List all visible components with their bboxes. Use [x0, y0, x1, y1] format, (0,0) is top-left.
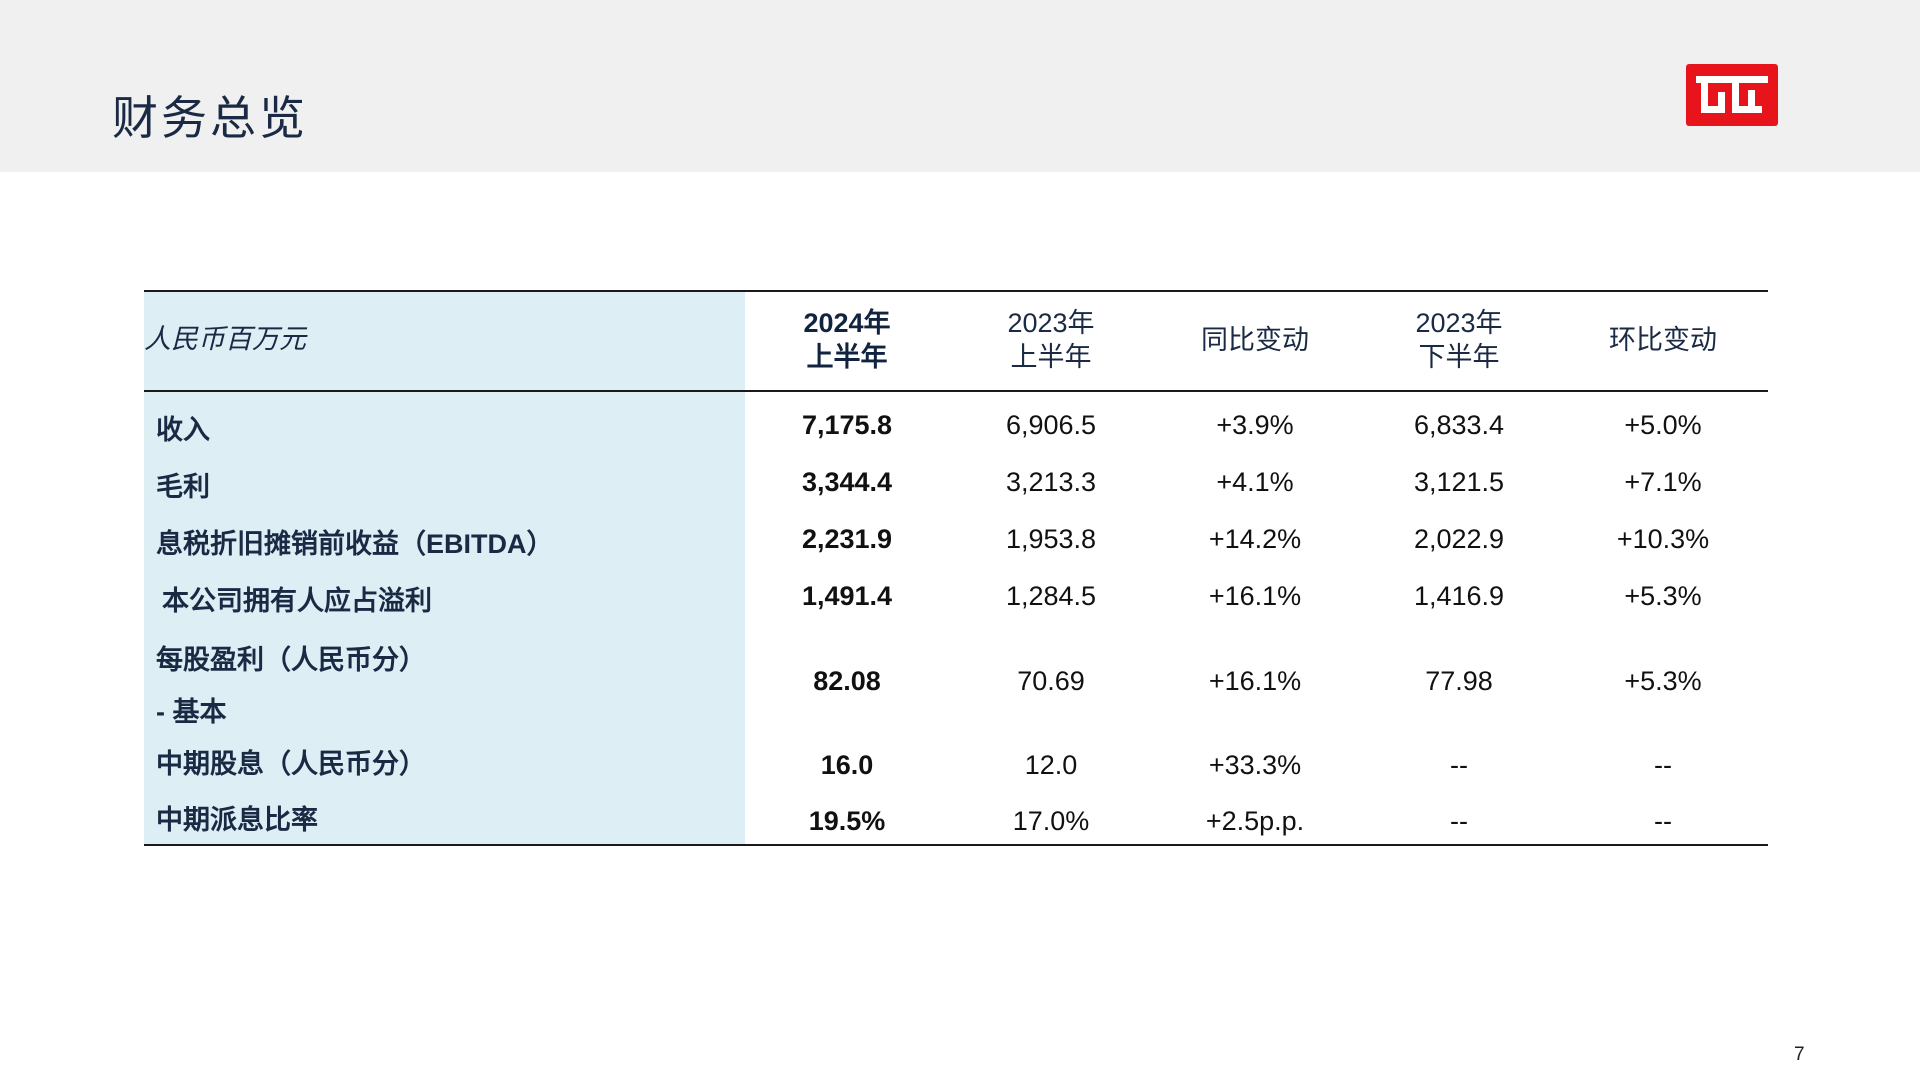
company-logo: [1686, 64, 1778, 126]
table-top-rule: [144, 290, 1768, 292]
cell-yoy-change: +2.5p.p.: [1205, 806, 1305, 836]
unit-label: 人民币百万元: [144, 324, 306, 355]
cell-2023-h2: 77.98: [1425, 666, 1493, 696]
table-row-interim-payout-ratio: 中期派息比率 19.5% 17.0% +2.5p.p. -- --: [144, 792, 1768, 842]
column-header-hoh-change: 环比变动: [1561, 304, 1765, 376]
column-header-line2: 下半年: [1418, 342, 1500, 372]
table-row-ebitda: 息税折旧摊销前收益（EBITDA） 2,231.9 1,953.8 +14.2%…: [144, 514, 1768, 562]
row-label: 息税折旧摊销前收益（EBITDA）: [156, 529, 554, 559]
cell-2024-h1: 16.0: [820, 750, 874, 780]
cell-2023-h2: 1,416.9: [1413, 581, 1505, 611]
column-header-line1: 2023年: [1415, 308, 1503, 338]
table-bottom-rule: [144, 844, 1768, 846]
cell-hoh-change: +10.3%: [1616, 524, 1710, 554]
column-header-2023-h2: 2023年 下半年: [1357, 304, 1561, 376]
table-row-profit-attributable: 本公司拥有人应占溢利 1,491.4 1,284.5 +16.1% 1,416.…: [144, 571, 1768, 619]
row-sublabel: - 基本: [156, 697, 227, 727]
cell-yoy-change: +16.1%: [1208, 666, 1302, 696]
row-label: 中期派息比率: [156, 805, 318, 835]
column-header-line2: 上半年: [806, 342, 888, 372]
column-header-line1: 同比变动: [1201, 325, 1309, 355]
page-title: 财务总览: [112, 91, 308, 145]
cell-2024-h1: 19.5%: [808, 806, 886, 836]
table-row-interim-dividend: 中期股息（人民币分） 16.0 12.0 +33.3% -- --: [144, 736, 1768, 788]
table-row-eps-basic: 每股盈利（人民币分） - 基本 82.08 70.69 +16.1% 77.98…: [144, 630, 1768, 734]
table-header-rule: [144, 390, 1768, 392]
cell-yoy-change: +16.1%: [1208, 581, 1302, 611]
cell-2024-h1: 1,491.4: [801, 581, 893, 611]
page-number: 7: [1794, 1044, 1805, 1065]
cell-2023-h2: --: [1450, 750, 1468, 780]
cell-2023-h2: 2,022.9: [1413, 524, 1505, 554]
cell-hoh-change: +5.3%: [1624, 666, 1702, 696]
cell-2023-h1: 3,213.3: [1005, 467, 1097, 497]
cell-hoh-change: +7.1%: [1624, 467, 1702, 497]
cell-2023-h1: 1,284.5: [1005, 581, 1097, 611]
column-header-2023-h1: 2023年 上半年: [949, 304, 1153, 376]
cell-2023-h1: 1,953.8: [1005, 524, 1097, 554]
cell-2023-h2: --: [1450, 806, 1468, 836]
label-column-background: [144, 290, 745, 846]
header-band: [0, 0, 1920, 172]
cell-2024-h1: 3,344.4: [801, 467, 893, 497]
cell-yoy-change: +14.2%: [1208, 524, 1302, 554]
row-label: 毛利: [156, 472, 210, 502]
cell-yoy-change: +33.3%: [1208, 750, 1302, 780]
column-header-line2: 上半年: [1010, 342, 1092, 372]
column-header-line1: 2023年: [1007, 308, 1095, 338]
cell-hoh-change: +5.0%: [1624, 410, 1702, 440]
cell-yoy-change: +3.9%: [1216, 410, 1294, 440]
cell-2023-h1: 6,906.5: [1005, 410, 1097, 440]
cell-2024-h1: 82.08: [813, 666, 881, 696]
cell-2023-h2: 6,833.4: [1413, 410, 1505, 440]
cell-2024-h1: 2,231.9: [801, 524, 893, 554]
row-label: 每股盈利（人民币分）: [156, 645, 426, 675]
cell-yoy-change: +4.1%: [1216, 467, 1294, 497]
cell-hoh-change: --: [1654, 806, 1672, 836]
table-row-gross-profit: 毛利 3,344.4 3,213.3 +4.1% 3,121.5 +7.1%: [144, 457, 1768, 505]
column-header-yoy-change: 同比变动: [1153, 304, 1357, 376]
column-header-line1: 环比变动: [1609, 325, 1717, 355]
row-label: 中期股息（人民币分）: [156, 749, 426, 779]
table-row-revenue: 收入 7,175.8 6,906.5 +3.9% 6,833.4 +5.0%: [144, 400, 1768, 448]
row-label: 本公司拥有人应占溢利: [162, 586, 432, 616]
cell-2023-h1: 70.69: [1017, 666, 1085, 696]
cell-hoh-change: +5.3%: [1624, 581, 1702, 611]
cell-2023-h2: 3,121.5: [1413, 467, 1505, 497]
column-header-line1: 2024年: [803, 308, 891, 338]
row-label: 收入: [156, 415, 210, 445]
column-header-2024-h1: 2024年 上半年: [745, 304, 949, 376]
cell-2023-h1: 12.0: [1024, 750, 1078, 780]
cell-2023-h1: 17.0%: [1012, 806, 1090, 836]
cell-hoh-change: --: [1654, 750, 1672, 780]
cell-2024-h1: 7,175.8: [801, 410, 893, 440]
